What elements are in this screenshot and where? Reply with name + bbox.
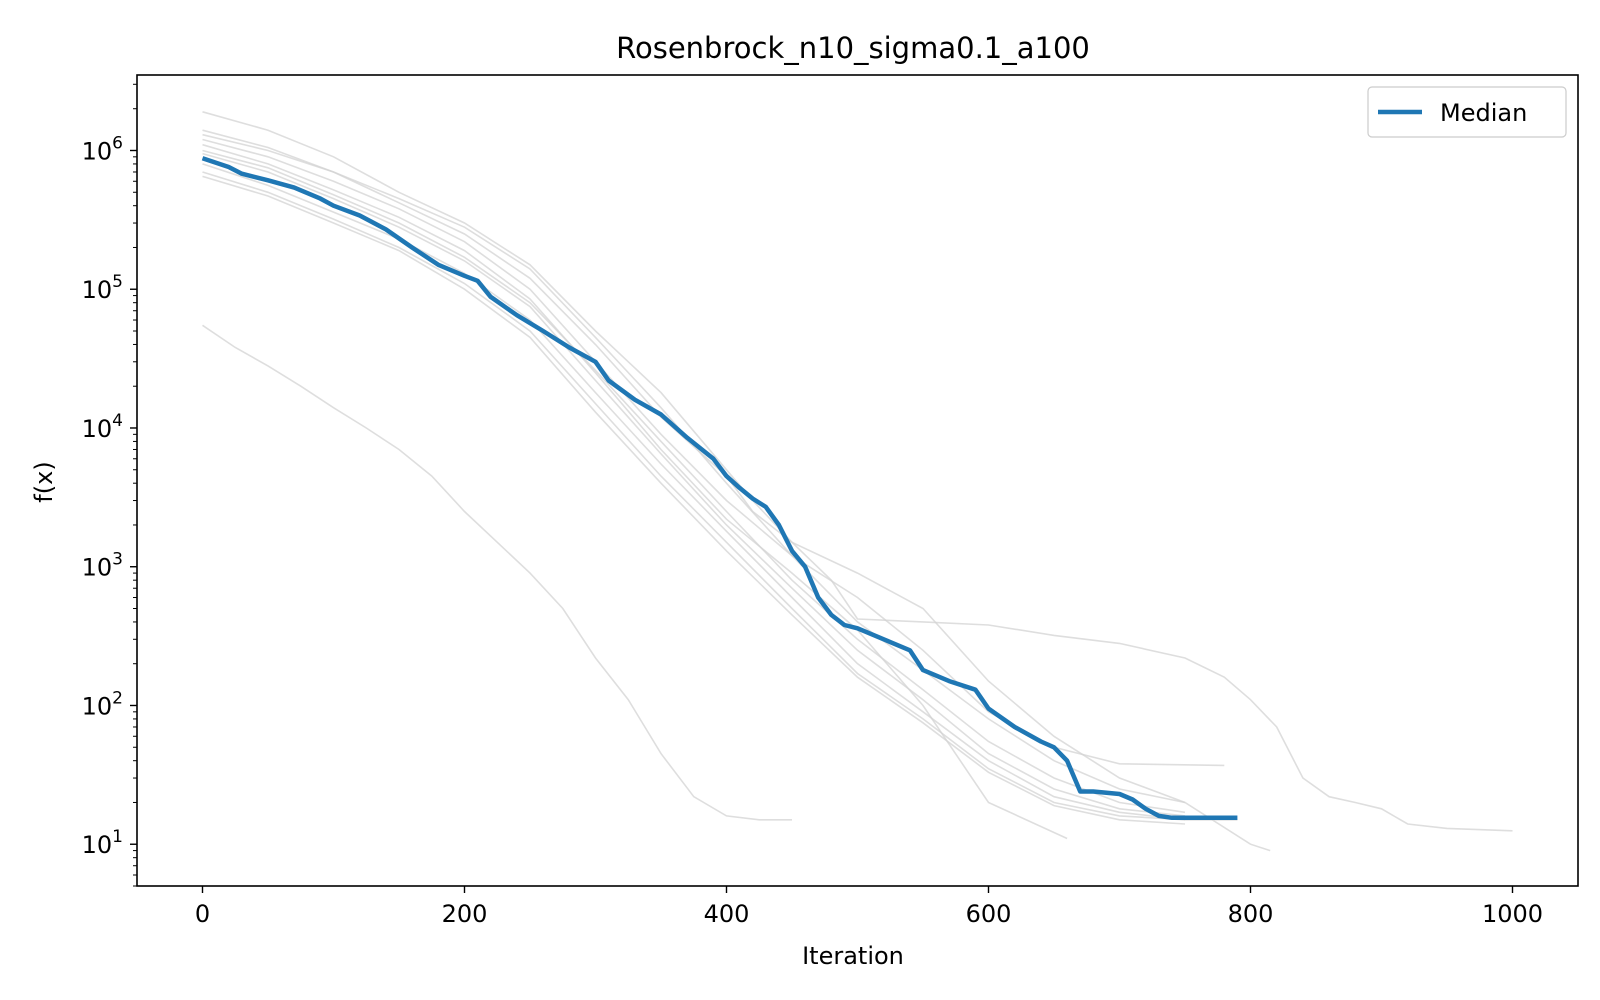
x-tick-label: 1000 <box>1482 900 1543 928</box>
y-axis-label: f(x) <box>30 461 58 502</box>
plot-frame <box>136 74 1579 887</box>
y-tick-label: 101 <box>82 827 123 859</box>
legend-box <box>1367 86 1567 138</box>
run-line-1 <box>202 129 1513 832</box>
x-axis-label: Iteration <box>802 942 904 970</box>
chart-title: Rosenbrock_n10_sigma0.1_a100 <box>616 31 1090 65</box>
run-line-7 <box>202 171 1238 821</box>
x-tick-label: 800 <box>1228 900 1274 928</box>
run-line-6 <box>202 163 1186 821</box>
y-tick-label: 105 <box>82 272 123 304</box>
axis-ticks: 0 200 400 600 800 1000 101 102 103 104 105 106 <box>82 83 1543 928</box>
y-tick-label: 102 <box>82 688 123 720</box>
x-tick-label: 200 <box>442 900 488 928</box>
y-tick-label: 103 <box>82 550 123 582</box>
run-line-8 <box>202 175 1186 825</box>
run-line-11 <box>202 324 792 821</box>
x-tick-label: 0 <box>195 900 210 928</box>
legend-label-median: Median <box>1440 99 1527 127</box>
y-tick-label: 106 <box>82 133 123 165</box>
y-tick-label: 104 <box>82 411 123 443</box>
median-line-group <box>201 156 1238 821</box>
median-line <box>201 156 1238 821</box>
run-line-4 <box>202 143 1068 840</box>
run-line-5 <box>202 152 1186 817</box>
legend: Median <box>1367 86 1567 138</box>
x-tick-label: 400 <box>704 900 750 928</box>
run-line-10 <box>202 149 1186 814</box>
x-tick-label: 600 <box>966 900 1012 928</box>
